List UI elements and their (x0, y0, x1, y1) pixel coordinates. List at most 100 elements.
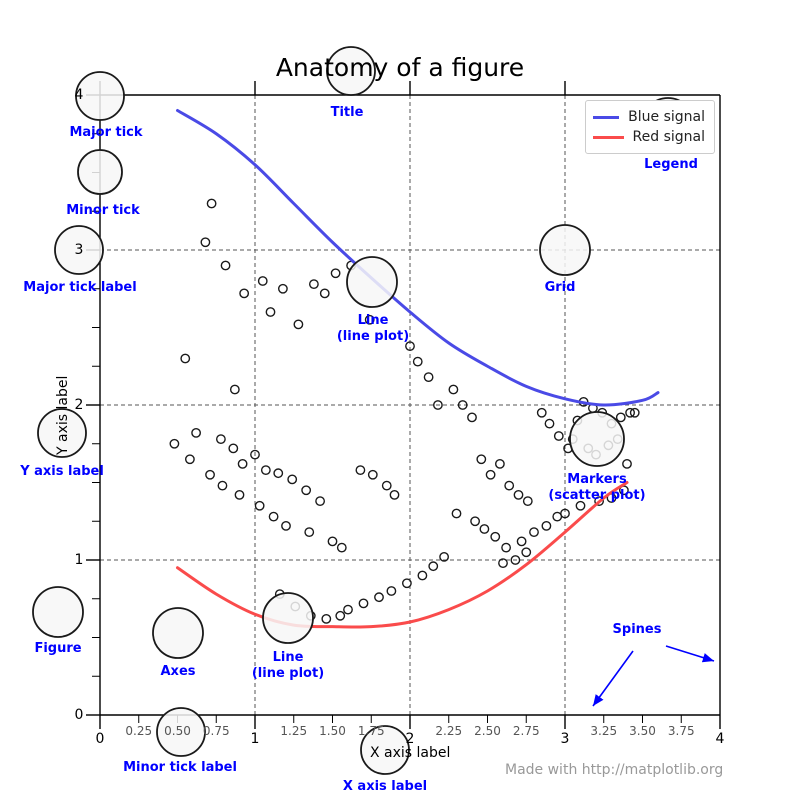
annotation-y-axis-label: Y axis label (20, 464, 104, 479)
scatter-point (265, 307, 276, 317)
highlight-axes (152, 607, 204, 659)
highlight-major-tick-label (54, 225, 104, 275)
scatter-point (234, 489, 245, 500)
scatter-point (541, 521, 552, 531)
highlight-x-axis-label (360, 725, 410, 775)
scatter-point (386, 586, 397, 596)
scatter-point (467, 412, 477, 423)
annotation-title: Title (330, 105, 364, 120)
scatter-point (336, 542, 347, 553)
x-minor-tick-label-6: 2.25 (435, 724, 463, 738)
scatter-point (594, 496, 604, 506)
legend-entry-red-signal[interactable]: Red signal (593, 127, 705, 147)
scatter-point (439, 552, 449, 562)
scatter-point (629, 407, 640, 418)
scatter-point (217, 480, 228, 491)
scatter-point (451, 508, 462, 519)
scatter-point (304, 527, 315, 537)
scatter-point (228, 443, 239, 454)
grid-major (100, 95, 720, 715)
scatter-point (510, 555, 521, 565)
scatter-point (490, 531, 501, 542)
highlight-line-blue (346, 256, 398, 308)
legend-label-blue: Blue signal (628, 109, 705, 125)
annotation-major-tick-label: Major tick label (23, 280, 137, 295)
scatter-point (281, 521, 291, 531)
scatter-point (536, 407, 547, 418)
scatter-point (308, 279, 319, 289)
scatter-point (405, 341, 415, 351)
scatter-point (200, 237, 211, 248)
scatter-point (553, 431, 564, 441)
scatter-point (180, 353, 191, 364)
scatter-point (319, 288, 330, 299)
highlight-minor-tick (77, 149, 123, 195)
scatter-point (448, 384, 459, 395)
scatter-point (335, 610, 346, 621)
scatter-point (250, 449, 260, 460)
scatter-point (622, 458, 632, 469)
x-minor-tick-label-8: 2.75 (512, 724, 540, 738)
scatter-point (301, 485, 312, 496)
scatter-point (215, 434, 226, 444)
legend-label-red: Red signal (632, 129, 705, 145)
annotation-legend: Legend (644, 157, 698, 172)
annotation-line-plot-red: Line (line plot) (251, 650, 325, 681)
x-minor-tick-label-11: 3.75 (667, 724, 695, 738)
matplotlib-watermark: Made with http://matplotlib.org (505, 762, 724, 778)
y-minor-ticks (92, 133, 100, 677)
scatter-point (381, 480, 392, 491)
scatter-point (401, 578, 412, 589)
x-minor-tick-label-5: 1.75 (357, 724, 385, 738)
scatter-point (479, 524, 490, 534)
x-tick-label-0: 0 (95, 731, 105, 747)
scatter-point (485, 469, 496, 480)
red-signal-line (176, 481, 629, 629)
scatter-point (330, 268, 341, 279)
x-axis-label-text: X axis label (370, 745, 451, 761)
scatter-point (205, 469, 215, 480)
legend-entry-blue-signal[interactable]: Blue signal (593, 107, 705, 127)
scatter-point (428, 561, 439, 572)
scatter-point (457, 400, 468, 410)
spines-arrows (592, 645, 715, 707)
page-title: Anatomy of a figure (275, 53, 525, 82)
scatter-point (560, 508, 570, 519)
blue-signal-line (176, 109, 660, 407)
highlight-line-red (262, 592, 314, 644)
scatter-point (220, 260, 231, 271)
scatter-point (522, 496, 533, 506)
x-minor-tick-label-0: 0.25 (125, 724, 153, 738)
scatter-point (504, 480, 515, 491)
x-tick-label-4: 4 (715, 731, 725, 747)
legend[interactable]: Blue signal Red signal (585, 100, 715, 154)
annotation-markers: Markers (scatter plot) (548, 472, 646, 503)
x-minor-tick-label-3: 1.25 (280, 724, 308, 738)
annotation-minor-tick-label: Minor tick label (123, 760, 237, 775)
scatter-point (625, 407, 635, 418)
highlight-circles (32, 46, 695, 775)
x-tick-label-2: 2 (405, 731, 415, 747)
annotation-x-axis-label: X axis label (342, 779, 428, 794)
spines-arrow-right (665, 645, 715, 663)
spines-arrow-left (592, 650, 634, 707)
scatter-point (184, 454, 195, 465)
scatter-point (268, 511, 279, 522)
x-minor-tick-label-7: 2.50 (474, 724, 501, 738)
annotation-line-plot-blue: Line (line plot) (336, 313, 410, 344)
scatter-point (169, 438, 180, 449)
scatter-point (389, 489, 400, 500)
scatter-point (615, 412, 626, 423)
scatter-point (229, 384, 240, 395)
annotation-axes: Axes (160, 664, 196, 679)
annotation-minor-tick: Minor tick (66, 203, 140, 218)
scatter-point (287, 474, 298, 485)
scatter-point (358, 598, 369, 609)
y-tick-label-4: 4 (74, 87, 84, 103)
scatter-point (293, 319, 304, 330)
x-minor-tick-label-2: 0.75 (202, 724, 230, 738)
scatter-point (521, 547, 532, 558)
scatter-point (260, 465, 271, 475)
